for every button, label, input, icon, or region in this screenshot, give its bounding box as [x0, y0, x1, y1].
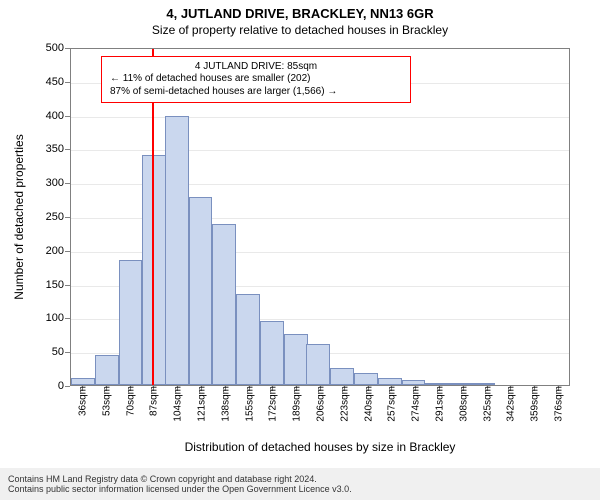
y-tick-label: 300 — [46, 177, 70, 189]
histogram-bar — [284, 334, 308, 385]
histogram-bar — [330, 368, 354, 385]
y-gridline — [71, 117, 569, 118]
chart-title: 4, JUTLAND DRIVE, BRACKLEY, NN13 6GR — [0, 0, 600, 21]
histogram-bar — [306, 344, 330, 385]
x-tick-label: 257sqm — [385, 386, 398, 422]
histogram-bar — [260, 321, 284, 385]
y-axis-title: Number of detached properties — [12, 134, 26, 299]
y-gridline — [71, 150, 569, 151]
y-tick-label: 450 — [46, 76, 70, 88]
x-tick-label: 87sqm — [147, 386, 160, 416]
histogram-bar — [425, 383, 449, 385]
y-tick-label: 200 — [46, 245, 70, 257]
histogram-bar — [71, 378, 95, 385]
x-tick-label: 121sqm — [194, 386, 207, 422]
chart-header: 4, JUTLAND DRIVE, BRACKLEY, NN13 6GR Siz… — [0, 0, 600, 37]
x-tick-label: 104sqm — [171, 386, 184, 422]
x-tick-label: 325sqm — [480, 386, 493, 422]
y-tick-label: 0 — [58, 380, 70, 392]
histogram-bar — [354, 373, 378, 385]
info-box-line: 4 JUTLAND DRIVE: 85sqm — [110, 61, 402, 74]
x-tick-label: 308sqm — [456, 386, 469, 422]
histogram-bar — [165, 116, 189, 385]
x-tick-label: 240sqm — [361, 386, 374, 422]
info-box-line: ← 11% of detached houses are smaller (20… — [110, 73, 402, 86]
x-tick-label: 172sqm — [266, 386, 279, 422]
footer-line-1: Contains HM Land Registry data © Crown c… — [8, 474, 592, 484]
histogram-bar — [95, 355, 119, 385]
x-tick-label: 376sqm — [552, 386, 565, 422]
histogram-bar — [236, 294, 260, 385]
histogram-bar — [119, 260, 143, 385]
y-tick-label: 400 — [46, 110, 70, 122]
x-tick-label: 223sqm — [337, 386, 350, 422]
x-axis-title: Distribution of detached houses by size … — [185, 440, 456, 454]
y-tick-label: 150 — [46, 279, 70, 291]
histogram-plot: 4 JUTLAND DRIVE: 85sqm← 11% of detached … — [70, 48, 570, 386]
x-tick-label: 36sqm — [75, 386, 88, 416]
histogram-bar — [212, 224, 236, 385]
x-tick-label: 155sqm — [242, 386, 255, 422]
footer-attribution: Contains HM Land Registry data © Crown c… — [0, 468, 600, 500]
x-tick-label: 206sqm — [314, 386, 327, 422]
histogram-bar — [378, 378, 402, 385]
chart-subtitle: Size of property relative to detached ho… — [0, 21, 600, 37]
y-tick-label: 50 — [52, 346, 70, 358]
footer-line-2: Contains public sector information licen… — [8, 484, 592, 494]
y-tick-label: 500 — [46, 42, 70, 54]
x-tick-label: 53sqm — [99, 386, 112, 416]
x-tick-label: 359sqm — [528, 386, 541, 422]
y-tick-label: 100 — [46, 312, 70, 324]
y-tick-label: 250 — [46, 211, 70, 223]
y-tick-label: 350 — [46, 143, 70, 155]
x-tick-label: 189sqm — [290, 386, 303, 422]
histogram-bar — [189, 197, 213, 385]
plot-area: 4 JUTLAND DRIVE: 85sqm← 11% of detached … — [70, 48, 570, 386]
info-box: 4 JUTLAND DRIVE: 85sqm← 11% of detached … — [101, 56, 411, 104]
histogram-bar — [449, 383, 473, 385]
info-box-line: 87% of semi-detached houses are larger (… — [110, 86, 402, 99]
x-tick-label: 291sqm — [433, 386, 446, 422]
x-tick-label: 342sqm — [504, 386, 517, 422]
histogram-bar — [142, 155, 166, 385]
x-tick-label: 70sqm — [123, 386, 136, 416]
histogram-bar — [402, 380, 426, 385]
x-tick-label: 274sqm — [409, 386, 422, 422]
x-tick-label: 138sqm — [218, 386, 231, 422]
histogram-bar — [472, 383, 496, 385]
